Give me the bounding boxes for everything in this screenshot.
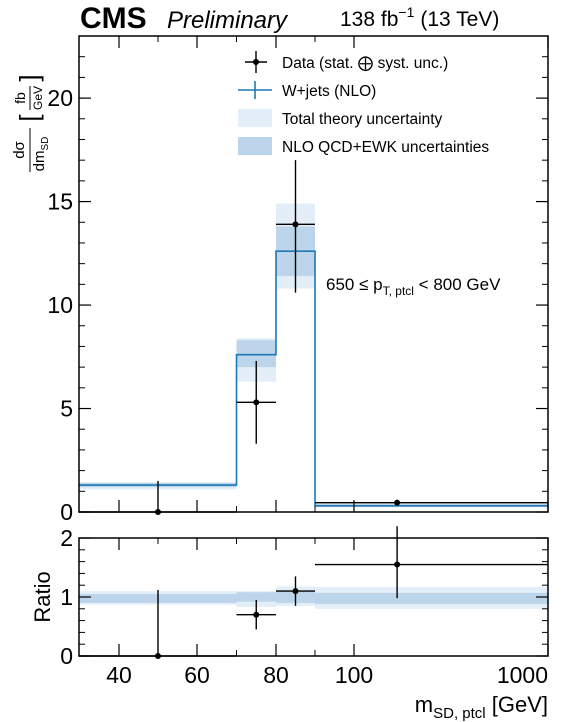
ratio-axes: 0 1 2 40 60 80 100 1000: [60, 525, 549, 688]
legend-label-0: Data (stat. ⨁ syst. unc.): [282, 55, 448, 72]
annotation-post: < 800 GeV: [414, 275, 501, 294]
main-prediction-histogram: [79, 250, 548, 507]
ylabel-bracket-left: [: [14, 114, 44, 122]
ratio-data-point-2: [292, 588, 299, 595]
ratio-xtick-label-0: 40: [106, 662, 132, 688]
ylabel-dsigma: dσ: [11, 140, 28, 158]
annotation-pre: 650 ≤ p: [326, 275, 383, 294]
legend-band_total-swatch: [238, 109, 272, 127]
ylabel-dm: dmSD: [31, 137, 51, 172]
main-uncertainty-bands: [79, 203, 548, 508]
legend-label-3: NLO QCD+EWK uncertainties: [282, 139, 489, 156]
energy-label: (13 TeV): [420, 8, 499, 31]
ratio-xtick-label-4: 1000: [497, 662, 548, 688]
main-frame: [78, 35, 549, 513]
main-ylabel: dσ dmSD [ fb GeV ]: [11, 74, 51, 172]
ylabel-bracket-right: ]: [14, 74, 44, 81]
prediction-line: [79, 250, 548, 507]
annotation-sub: T, ptcl: [383, 284, 414, 298]
xlabel-main: m: [415, 692, 433, 717]
main-ytick-label-1: 5: [60, 396, 73, 422]
ylabel-denominator-sub: SD: [40, 137, 51, 151]
ratio-ytick-label-0: 0: [60, 643, 73, 669]
ratio-qcd-band-1: [236, 592, 276, 602]
ratio-xtick-label-1: 60: [184, 662, 210, 688]
xlabel-unit: [GeV]: [486, 692, 548, 717]
ylabel-unit-num: fb: [12, 92, 28, 104]
legend-label-2: Total theory uncertainty: [282, 111, 443, 128]
lumi-label: 138 fb−1 (13 TeV): [340, 4, 499, 31]
main-data-point-2: [292, 221, 299, 228]
main-data-point-3: [394, 499, 401, 506]
main-data-point-1: [253, 399, 260, 406]
xlabel-sub: SD, ptcl: [433, 705, 486, 722]
main-axes: 0 5 10 15 20: [47, 35, 549, 525]
ratio-qcd-band-3: [315, 592, 548, 605]
ylabel-denominator: dm: [31, 151, 48, 172]
legend: Data (stat. ⨁ syst. unc.) W+jets (NLO) Tot…: [238, 51, 489, 156]
ylabel-unit-den: GeV: [31, 86, 45, 110]
experiment-label: CMS: [80, 2, 147, 35]
status-label: Preliminary: [167, 7, 289, 34]
ratio-xtick-label-3: 100: [335, 662, 373, 688]
legend-label-1: W+jets (NLO): [282, 83, 376, 100]
main-ytick-label-0: 0: [60, 499, 73, 525]
legend-data-marker: [253, 59, 259, 65]
ratio-uncertainty-bands: [79, 586, 548, 609]
ratio-ytick-label-1: 1: [60, 584, 73, 610]
main-ytick-label-3: 15: [47, 189, 73, 215]
ratio-data-point-3: [394, 561, 401, 568]
pt-range-annotation: 650 ≤ pT, ptcl < 800 GeV: [326, 275, 501, 298]
lumi-exponent: −1: [398, 4, 414, 20]
main-ytick-label-2: 10: [47, 292, 73, 318]
ratio-xtick-label-2: 80: [263, 662, 289, 688]
ratio-data-point-1: [253, 611, 260, 618]
x-axis-label: mSD, ptcl [GeV]: [415, 692, 548, 722]
ratio-ytick-label-2: 2: [60, 525, 73, 551]
ratio-ylabel: Ratio: [30, 571, 55, 622]
legend-band_qcd-swatch: [238, 137, 272, 155]
main-ytick-label-4: 20: [47, 85, 73, 111]
lumi-value: 138 fb: [340, 8, 398, 31]
